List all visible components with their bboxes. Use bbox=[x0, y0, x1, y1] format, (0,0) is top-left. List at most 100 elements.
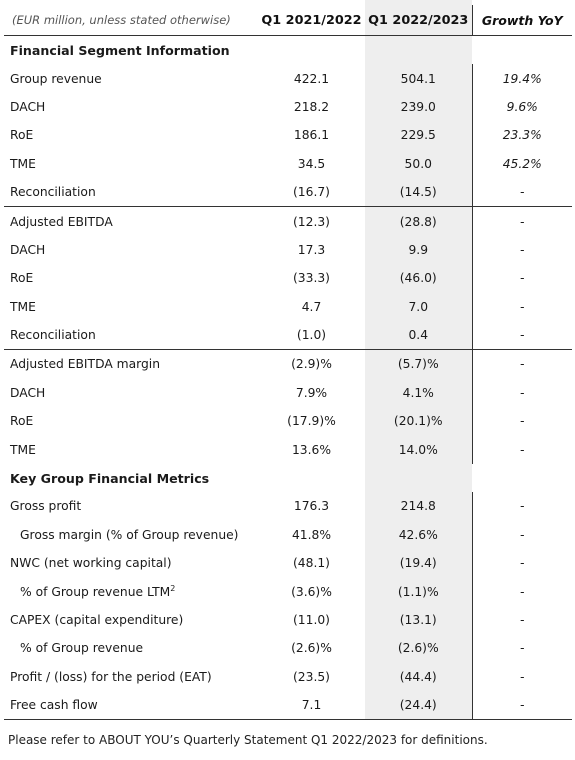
row-label: TME bbox=[10, 156, 36, 171]
table-row: Adjusted EBITDA margin (2.9)% (5.7)% - bbox=[4, 349, 572, 379]
table-row: DACH 7.9% 4.1% - bbox=[4, 378, 572, 408]
table-row: Reconciliation (1.0) 0.4 - bbox=[4, 320, 572, 350]
value-growth-yoy: - bbox=[471, 520, 572, 550]
row-label: Reconciliation bbox=[10, 328, 96, 343]
value-q1-2022-2023: (20.1)% bbox=[393, 414, 443, 429]
value-q1-2022-2023: 214.8 bbox=[400, 499, 436, 514]
value-q1-2021-2022 bbox=[258, 464, 365, 492]
value-q1-2021-2022: 34.5 bbox=[297, 156, 326, 171]
value-q1-2022-2023: 50.0 bbox=[404, 156, 432, 171]
value-q1-2022-2023: (19.4) bbox=[399, 556, 437, 571]
value-growth-yoy: - bbox=[471, 605, 572, 635]
table-row: CAPEX (capital expenditure) (11.0) (13.1) - bbox=[4, 605, 572, 635]
row-label: DACH bbox=[10, 99, 46, 114]
value-q1-2022-2023: 4.1% bbox=[402, 385, 434, 400]
value-q1-2021-2022: (23.5) bbox=[293, 669, 330, 684]
value-growth-yoy: - bbox=[471, 264, 572, 293]
row-label: Gross margin (% of Group revenue) bbox=[20, 527, 239, 542]
value-growth-yoy: - bbox=[471, 662, 572, 691]
column-header-growth-yoy: Growth YoY bbox=[471, 5, 572, 36]
table-row: RoE (17.9)% (20.1)% - bbox=[4, 407, 572, 436]
value-growth-yoy: - bbox=[471, 407, 572, 436]
row-label: TME bbox=[10, 299, 36, 314]
value-q1-2022-2023: 229.5 bbox=[400, 128, 436, 143]
value-q1-2022-2023: 0.4 bbox=[408, 328, 429, 343]
value-q1-2021-2022 bbox=[258, 36, 365, 65]
value-q1-2021-2022: (12.3) bbox=[258, 206, 365, 236]
value-growth-yoy: - bbox=[471, 320, 572, 350]
value-growth-yoy bbox=[472, 36, 572, 65]
row-label: DACH bbox=[10, 242, 46, 257]
value-q1-2022-2023: 504.1 bbox=[400, 71, 436, 86]
row-label: Gross profit bbox=[10, 499, 82, 514]
table-row: DACH 17.3 9.9 - bbox=[4, 235, 572, 265]
value-q1-2022-2023: (14.5) bbox=[399, 185, 437, 200]
row-label: RoE bbox=[10, 414, 34, 429]
row-label: Key Group Financial Metrics bbox=[10, 470, 210, 486]
footnote-marker: 2 bbox=[170, 584, 176, 594]
row-label: Adjusted EBITDA margin bbox=[4, 349, 258, 379]
value-growth-yoy: 19.4% bbox=[471, 64, 572, 93]
value-q1-2021-2022: (3.6)% bbox=[291, 584, 332, 599]
value-q1-2021-2022: 4.7 bbox=[301, 299, 322, 314]
value-q1-2022-2023: 239.0 bbox=[400, 99, 436, 114]
value-q1-2021-2022: 13.6% bbox=[291, 442, 332, 457]
value-q1-2022-2023: 14.0% bbox=[398, 442, 438, 457]
value-q1-2022-2023: (28.8) bbox=[365, 206, 472, 236]
value-growth-yoy: - bbox=[471, 349, 572, 379]
value-growth-yoy: 9.6% bbox=[471, 92, 572, 122]
value-q1-2022-2023: (13.1) bbox=[399, 613, 437, 627]
value-growth-yoy: - bbox=[471, 549, 572, 578]
table-row: Group revenue 422.1 504.1 19.4% bbox=[4, 64, 572, 93]
table-row: TME 34.5 50.0 45.2% bbox=[4, 149, 572, 178]
value-growth-yoy: - bbox=[471, 378, 572, 408]
value-q1-2022-2023: (24.4) bbox=[365, 690, 472, 721]
row-label: DACH bbox=[10, 385, 46, 400]
value-q1-2021-2022: (48.1) bbox=[293, 556, 330, 571]
row-label: Reconciliation bbox=[10, 185, 96, 200]
row-label: RoE bbox=[10, 128, 34, 143]
value-q1-2022-2023: (2.6)% bbox=[397, 641, 439, 656]
table-row: TME 4.7 7.0 - bbox=[4, 292, 572, 321]
value-growth-yoy: 23.3% bbox=[471, 121, 572, 150]
value-q1-2021-2022: 176.3 bbox=[293, 499, 330, 514]
table-row: DACH 218.2 239.0 9.6% bbox=[4, 92, 572, 122]
section-header-row: Key Group Financial Metrics bbox=[4, 464, 572, 492]
unit-note: (EUR million, unless stated otherwise) bbox=[4, 5, 258, 36]
value-q1-2021-2022: 7.9% bbox=[295, 385, 328, 400]
footnote: Please refer to ABOUT YOU’s Quarterly St… bbox=[8, 733, 488, 747]
value-q1-2021-2022: (11.0) bbox=[293, 613, 330, 627]
value-q1-2021-2022: (33.3) bbox=[293, 271, 330, 286]
table-row: RoE 186.1 229.5 23.3% bbox=[4, 121, 572, 150]
table-header-row: (EUR million, unless stated otherwise) Q… bbox=[4, 5, 572, 36]
row-label: Profit / (loss) for the period (EAT) bbox=[10, 669, 212, 684]
value-growth-yoy: 45.2% bbox=[471, 149, 572, 178]
value-growth-yoy: - bbox=[471, 206, 572, 236]
value-growth-yoy: - bbox=[471, 634, 572, 663]
value-growth-yoy: - bbox=[471, 235, 572, 265]
value-q1-2022-2023: 7.0 bbox=[408, 299, 429, 314]
table-row: % of Group revenue LTM2 (3.6)% (1.1)% - bbox=[4, 577, 572, 606]
value-growth-yoy: - bbox=[471, 690, 572, 721]
row-label: Free cash flow bbox=[4, 690, 258, 721]
row-label: % of Group revenue bbox=[20, 641, 144, 656]
value-q1-2022-2023: (5.7)% bbox=[365, 349, 472, 379]
row-label: CAPEX (capital expenditure) bbox=[10, 613, 184, 627]
value-q1-2021-2022: 218.2 bbox=[293, 99, 330, 114]
value-q1-2022-2023: 42.6% bbox=[398, 527, 438, 542]
section-header-row: Financial Segment Information bbox=[4, 36, 572, 65]
table-row: Free cash flow 7.1 (24.4) - bbox=[4, 690, 572, 721]
value-q1-2021-2022: 41.8% bbox=[291, 527, 332, 542]
value-growth-yoy: - bbox=[471, 492, 572, 521]
column-header-q1-2021-2022: Q1 2021/2022 bbox=[258, 5, 365, 36]
value-growth-yoy: - bbox=[471, 577, 572, 606]
value-q1-2021-2022: 422.1 bbox=[293, 71, 330, 86]
table-row: Reconciliation (16.7) (14.5) - bbox=[4, 177, 572, 207]
value-q1-2021-2022: (2.6)% bbox=[291, 641, 332, 656]
value-q1-2022-2023 bbox=[365, 36, 472, 65]
value-q1-2022-2023: 9.9 bbox=[408, 242, 429, 257]
table-row: Adjusted EBITDA (12.3) (28.8) - bbox=[4, 206, 572, 236]
table-row: RoE (33.3) (46.0) - bbox=[4, 264, 572, 293]
value-q1-2021-2022: (1.0) bbox=[296, 328, 327, 343]
